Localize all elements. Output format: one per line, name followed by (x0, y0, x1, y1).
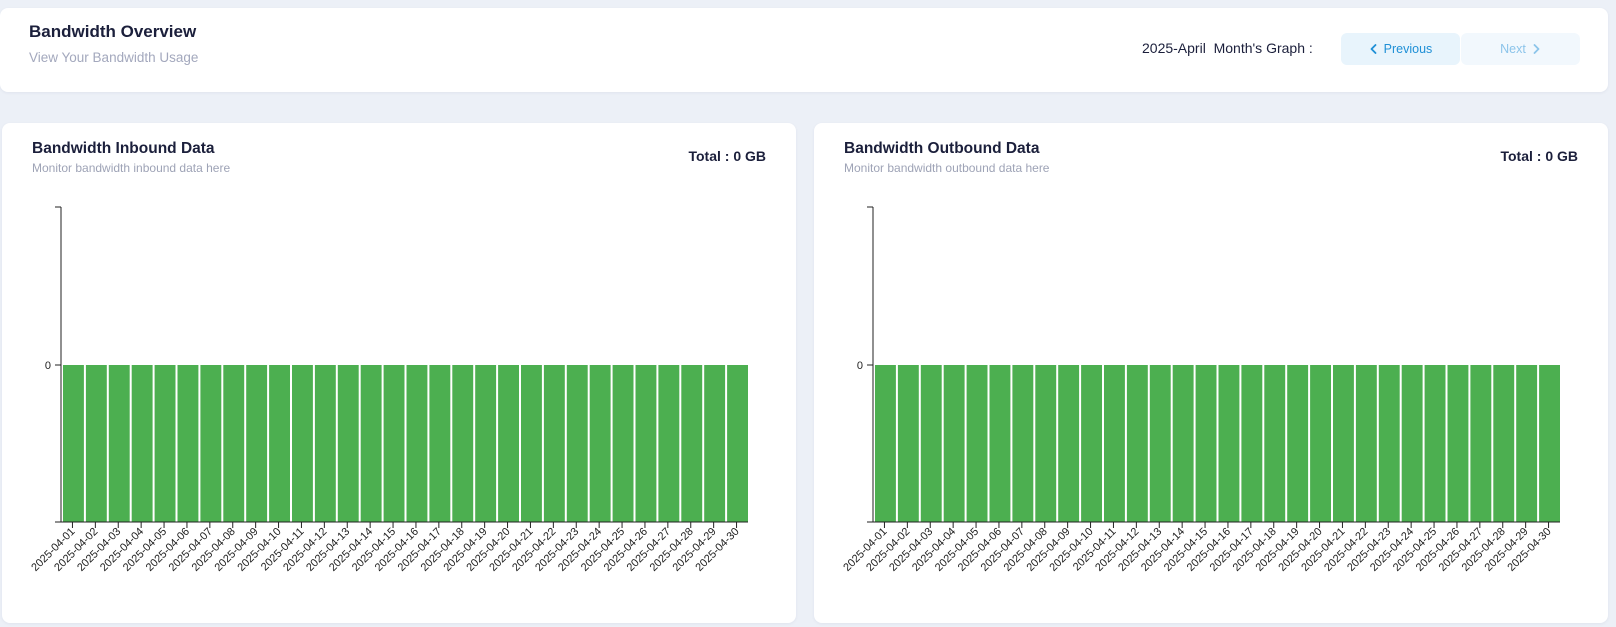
month-label: 2025-April Month's Graph : (1142, 40, 1313, 56)
outbound-chart-subtitle: Monitor bandwidth outbound data here (844, 161, 1050, 175)
outbound-bar (1447, 365, 1469, 522)
outbound-chart-title: Bandwidth Outbound Data (844, 140, 1040, 157)
outbound-total: Total : 0 GB (1500, 148, 1578, 164)
inbound-bar (314, 365, 336, 522)
outbound-bar (1035, 365, 1057, 522)
inbound-total: Total : 0 GB (688, 148, 766, 164)
next-button-label: Next (1500, 42, 1526, 56)
inbound-chart-card: Bandwidth Inbound Data Monitor bandwidth… (2, 123, 796, 623)
overview-header: Bandwidth Overview View Your Bandwidth U… (0, 8, 1608, 92)
inbound-chart-title: Bandwidth Inbound Data (32, 140, 215, 157)
outbound-bar (1287, 365, 1309, 522)
outbound-bar (1264, 365, 1286, 522)
outbound-chart-card: Bandwidth Outbound Data Monitor bandwidt… (814, 123, 1608, 623)
inbound-bar (337, 365, 359, 522)
outbound-bar (1539, 365, 1560, 522)
next-button[interactable]: Next (1461, 33, 1580, 65)
inbound-bar (360, 365, 382, 522)
inbound-bar (85, 365, 107, 522)
inbound-y-tick-label: 0 (45, 360, 51, 372)
outbound-bar (1378, 365, 1400, 522)
outbound-bar (1355, 365, 1377, 522)
inbound-bar (727, 365, 748, 522)
inbound-bar (543, 365, 565, 522)
chevron-right-icon (1533, 44, 1540, 54)
inbound-bar (246, 365, 268, 522)
outbound-bar (1126, 365, 1148, 522)
inbound-bar (200, 365, 222, 522)
inbound-bar (406, 365, 428, 522)
outbound-bar (920, 365, 942, 522)
inbound-bar (108, 365, 130, 522)
outbound-bar (1470, 365, 1492, 522)
inbound-chart-subtitle: Monitor bandwidth inbound data here (32, 161, 231, 175)
chevron-left-icon (1370, 44, 1377, 54)
inbound-bar (566, 365, 588, 522)
inbound-bar (131, 365, 153, 522)
outbound-bar (1241, 365, 1263, 522)
inbound-bar (681, 365, 703, 522)
outbound-bar (1333, 365, 1354, 522)
inbound-bar (154, 365, 176, 522)
inbound-bar (63, 365, 84, 522)
previous-button-label: Previous (1383, 42, 1433, 56)
outbound-bar (1058, 365, 1080, 522)
inbound-bar (658, 365, 680, 522)
outbound-bar (897, 365, 919, 522)
inbound-bar (612, 365, 634, 522)
inbound-bar (635, 365, 657, 522)
outbound-bar (1401, 365, 1423, 522)
inbound-bar (521, 365, 542, 522)
outbound-bar (966, 365, 988, 522)
outbound-bar (1218, 365, 1240, 522)
inbound-bar (589, 365, 611, 522)
inbound-bar (223, 365, 245, 522)
outbound-bar (875, 365, 896, 522)
outbound-bar (1493, 365, 1515, 522)
page-title: Bandwidth Overview (29, 22, 197, 41)
inbound-bar (704, 365, 726, 522)
inbound-bar (452, 365, 474, 522)
outbound-bar (1149, 365, 1171, 522)
inbound-bar (177, 365, 199, 522)
outbound-bar (1081, 365, 1102, 522)
outbound-bar (1104, 365, 1125, 522)
outbound-y-tick-label: 0 (857, 360, 863, 372)
inbound-bar-chart: 02025-04-012025-04-022025-04-032025-04-0… (29, 206, 748, 574)
previous-button[interactable]: Previous (1341, 33, 1460, 65)
outbound-bar (1516, 365, 1538, 522)
inbound-bar (269, 365, 290, 522)
outbound-bar (1195, 365, 1217, 522)
outbound-bar (1424, 365, 1446, 522)
page-subtitle: View Your Bandwidth Usage (29, 50, 199, 65)
outbound-bar (1310, 365, 1331, 522)
outbound-bar (989, 365, 1011, 522)
inbound-bar (475, 365, 497, 522)
inbound-bar (498, 365, 519, 522)
outbound-bar-chart: 02025-04-012025-04-022025-04-032025-04-0… (841, 206, 1560, 574)
inbound-bar (383, 365, 405, 522)
outbound-bar (943, 365, 965, 522)
outbound-bar (1172, 365, 1194, 522)
inbound-bar (429, 365, 451, 522)
outbound-bar (1012, 365, 1034, 522)
inbound-bar (292, 365, 313, 522)
